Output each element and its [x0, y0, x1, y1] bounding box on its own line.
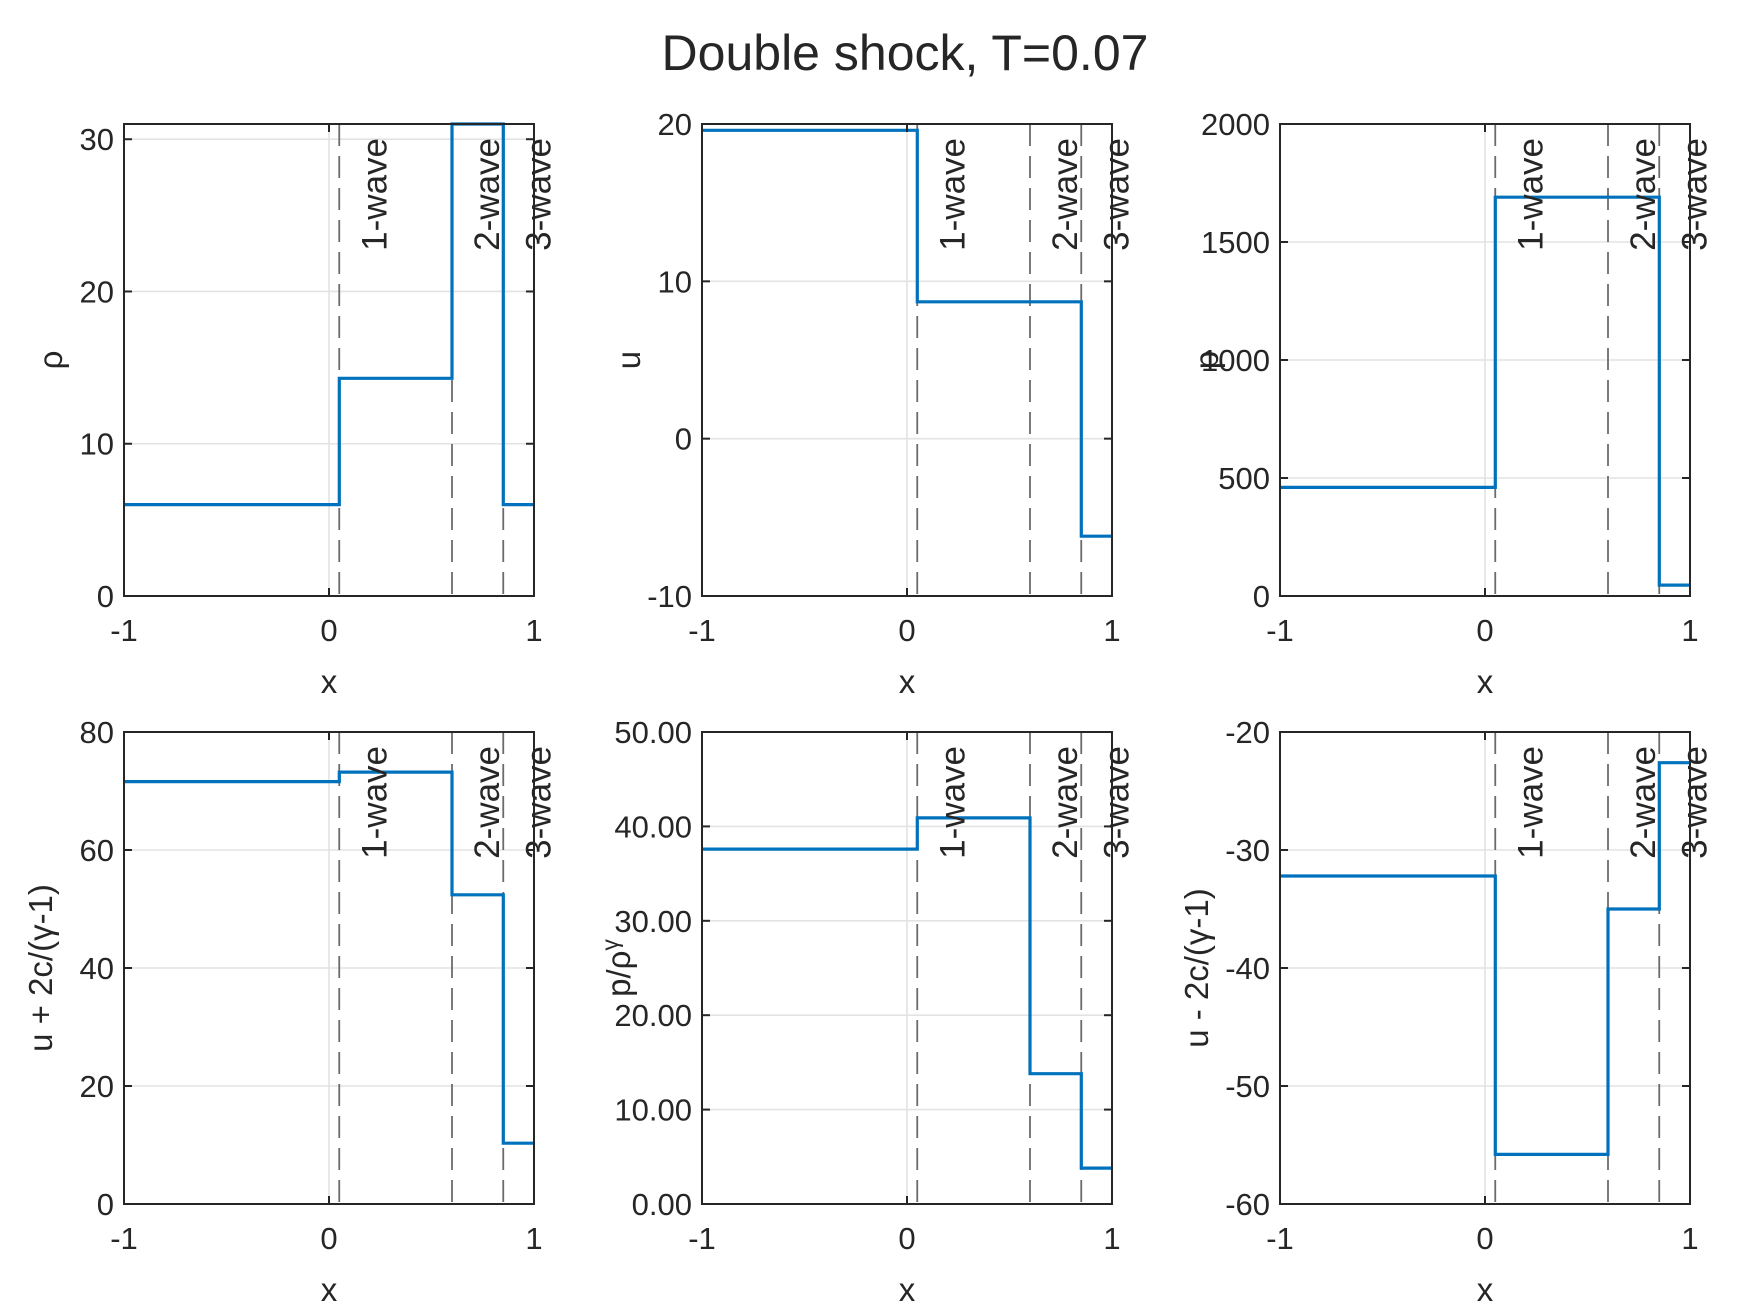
- x-tick-label: 1: [525, 1221, 542, 1256]
- y-tick-label: 0: [1253, 579, 1270, 614]
- x-tick-label: -1: [688, 1221, 716, 1256]
- x-axis-label: x: [1477, 1271, 1494, 1308]
- subplot-6: 1-wave 2-wave 3-wave -60 -50 -40 -30 -20 -1 0 1 x u …: [1178, 715, 1714, 1308]
- y-tick-label: 0.00: [632, 1187, 692, 1222]
- wave-label: 3-wave: [1097, 138, 1136, 251]
- x-tick-label: -1: [688, 613, 716, 648]
- wave-label: 2-wave: [468, 138, 507, 251]
- y-tick-label: 20: [80, 274, 114, 309]
- y-tick-label: 10: [658, 264, 692, 299]
- y-tick-label: -40: [1225, 951, 1270, 986]
- y-tick-label: 60: [80, 833, 114, 868]
- x-axis-label: x: [899, 1271, 916, 1308]
- y-tick-label: 0: [675, 422, 692, 457]
- y-tick-label: 50.00: [614, 715, 692, 750]
- y-axis-label: u: [610, 351, 647, 369]
- x-tick-label: 1: [1103, 1221, 1120, 1256]
- x-tick-label: -1: [1266, 1221, 1294, 1256]
- y-tick-label: 30: [80, 122, 114, 157]
- wave-label: 3-wave: [1097, 746, 1136, 859]
- series-line: [1280, 195, 1690, 587]
- y-tick-label: 20: [658, 107, 692, 142]
- y-tick-label: 0: [97, 1187, 114, 1222]
- wave-label: 1-wave: [1511, 138, 1550, 251]
- subplot-5: 1-wave 2-wave 3-wave 0.00 10.00 20.00 30.00 40.…: [597, 715, 1136, 1308]
- y-tick-label: 1500: [1201, 225, 1270, 260]
- y-tick-label: 20.00: [614, 998, 692, 1033]
- y-tick-label: -10: [647, 579, 692, 614]
- y-axis-label: p/ργ: [597, 939, 637, 997]
- wave-label: 1-wave: [933, 138, 972, 251]
- x-axis-label: x: [1477, 663, 1494, 700]
- x-tick-label: 0: [1476, 613, 1493, 648]
- x-axis-label: x: [321, 663, 338, 700]
- x-tick-label: 1: [1681, 1221, 1698, 1256]
- x-tick-label: 0: [320, 1221, 337, 1256]
- x-tick-label: 1: [1103, 613, 1120, 648]
- x-tick-label: 0: [1476, 1221, 1493, 1256]
- y-tick-label: 0: [97, 579, 114, 614]
- wave-label: 3-wave: [519, 138, 558, 251]
- series-line: [124, 770, 534, 1145]
- x-tick-label: 0: [898, 613, 915, 648]
- series-line: [1280, 761, 1690, 1157]
- wave-label: 3-wave: [519, 746, 558, 859]
- wave-label: 2-wave: [1046, 138, 1085, 251]
- wave-label: 2-wave: [1624, 138, 1663, 251]
- y-tick-label: 40: [80, 951, 114, 986]
- wave-label: 1-wave: [355, 138, 394, 251]
- y-axis-label: p: [1188, 351, 1225, 369]
- y-axis-label: u - 2c/(γ-1): [1178, 888, 1215, 1048]
- y-tick-label: 2000: [1201, 107, 1270, 142]
- x-tick-label: 0: [320, 613, 337, 648]
- y-axis-label: u + 2c/(γ-1): [22, 884, 59, 1052]
- y-tick-label: -20: [1225, 715, 1270, 750]
- wave-label: 1-wave: [933, 746, 972, 859]
- x-tick-label: -1: [1266, 613, 1294, 648]
- wave-label: 2-wave: [468, 746, 507, 859]
- x-tick-label: 0: [898, 1221, 915, 1256]
- y-tick-label: 10: [80, 427, 114, 462]
- y-tick-label: 10.00: [614, 1093, 692, 1128]
- x-tick-label: 1: [525, 613, 542, 648]
- y-tick-label: 30.00: [614, 904, 692, 939]
- wave-label: 3-wave: [1675, 746, 1714, 859]
- y-tick-label: 20: [80, 1069, 114, 1104]
- wave-label: 1-wave: [1511, 746, 1550, 859]
- wave-label: 1-wave: [355, 746, 394, 859]
- x-axis-label: x: [321, 1271, 338, 1308]
- y-tick-label: -60: [1225, 1187, 1270, 1222]
- y-tick-label: -50: [1225, 1069, 1270, 1104]
- y-tick-label: 40.00: [614, 809, 692, 844]
- x-tick-label: -1: [110, 613, 138, 648]
- y-tick-label: 500: [1218, 461, 1270, 496]
- series-line: [702, 128, 1112, 538]
- series-line: [124, 122, 534, 507]
- x-tick-label: -1: [110, 1221, 138, 1256]
- wave-label: 3-wave: [1675, 138, 1714, 251]
- figure-title: Double shock, T=0.07: [662, 25, 1149, 81]
- series-line: [702, 816, 1112, 1170]
- x-axis-label: x: [899, 663, 916, 700]
- x-tick-label: 1: [1681, 613, 1698, 648]
- wave-label: 2-wave: [1624, 746, 1663, 859]
- wave-label: 2-wave: [1046, 746, 1085, 859]
- y-axis-label: ρ: [32, 351, 69, 370]
- y-tick-label: 1000: [1201, 343, 1270, 378]
- y-tick-label: 80: [80, 715, 114, 750]
- y-tick-label: -30: [1225, 833, 1270, 868]
